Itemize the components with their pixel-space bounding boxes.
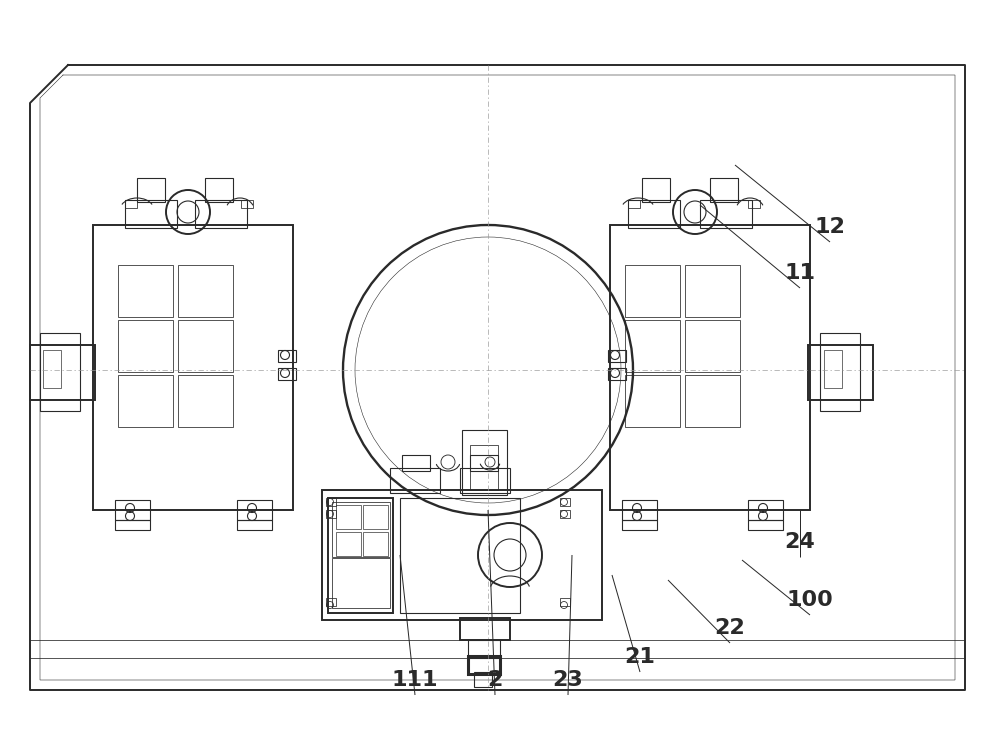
- Text: 21: 21: [625, 647, 655, 667]
- Bar: [560, 598, 570, 606]
- Bar: [328, 498, 393, 613]
- Bar: [685, 375, 740, 427]
- Bar: [118, 265, 173, 317]
- Bar: [125, 200, 177, 228]
- Bar: [462, 430, 507, 495]
- Bar: [118, 375, 173, 427]
- Bar: [178, 265, 233, 317]
- Text: 11: 11: [784, 263, 816, 283]
- Bar: [625, 375, 680, 427]
- Bar: [178, 375, 233, 427]
- Bar: [30, 345, 95, 400]
- Bar: [326, 598, 336, 606]
- Bar: [195, 200, 247, 228]
- Bar: [40, 333, 80, 411]
- Bar: [115, 500, 150, 520]
- Bar: [125, 200, 137, 208]
- Bar: [137, 178, 165, 202]
- Bar: [237, 520, 272, 530]
- Bar: [625, 320, 680, 372]
- Text: 2: 2: [487, 670, 503, 690]
- Text: 22: 22: [715, 618, 745, 638]
- Bar: [622, 520, 657, 530]
- Bar: [808, 345, 873, 400]
- Bar: [278, 350, 296, 362]
- Bar: [622, 500, 657, 520]
- Bar: [748, 520, 783, 530]
- Text: 23: 23: [553, 670, 583, 690]
- Bar: [460, 468, 510, 493]
- Bar: [460, 618, 510, 640]
- Bar: [363, 505, 388, 529]
- Bar: [93, 225, 293, 510]
- Bar: [470, 455, 498, 471]
- Bar: [468, 640, 500, 658]
- Text: 100: 100: [787, 590, 833, 610]
- Bar: [748, 500, 783, 520]
- Bar: [710, 178, 738, 202]
- Bar: [468, 656, 500, 674]
- Bar: [237, 500, 272, 520]
- Bar: [685, 320, 740, 372]
- Bar: [628, 200, 640, 208]
- Bar: [336, 505, 361, 529]
- Bar: [241, 200, 253, 208]
- Bar: [820, 333, 860, 411]
- Bar: [610, 225, 810, 510]
- Bar: [628, 200, 680, 228]
- Bar: [326, 498, 336, 506]
- Text: 111: 111: [392, 670, 438, 690]
- Bar: [625, 265, 680, 317]
- Bar: [470, 445, 498, 490]
- Bar: [118, 320, 173, 372]
- Bar: [178, 320, 233, 372]
- Bar: [608, 368, 626, 380]
- Bar: [115, 520, 150, 530]
- Bar: [608, 350, 626, 362]
- Bar: [700, 200, 752, 228]
- Bar: [332, 502, 390, 557]
- Bar: [474, 672, 492, 687]
- Text: 24: 24: [785, 532, 815, 552]
- Bar: [322, 490, 602, 620]
- Bar: [336, 532, 361, 556]
- Bar: [326, 510, 336, 518]
- Bar: [402, 455, 430, 471]
- Bar: [332, 558, 390, 608]
- Bar: [824, 350, 842, 388]
- Text: 12: 12: [815, 217, 845, 237]
- Bar: [642, 178, 670, 202]
- Bar: [685, 265, 740, 317]
- Bar: [363, 532, 388, 556]
- Bar: [278, 368, 296, 380]
- Bar: [205, 178, 233, 202]
- Bar: [43, 350, 61, 388]
- Bar: [390, 468, 440, 493]
- Bar: [400, 498, 520, 613]
- Bar: [560, 510, 570, 518]
- Bar: [560, 498, 570, 506]
- Bar: [748, 200, 760, 208]
